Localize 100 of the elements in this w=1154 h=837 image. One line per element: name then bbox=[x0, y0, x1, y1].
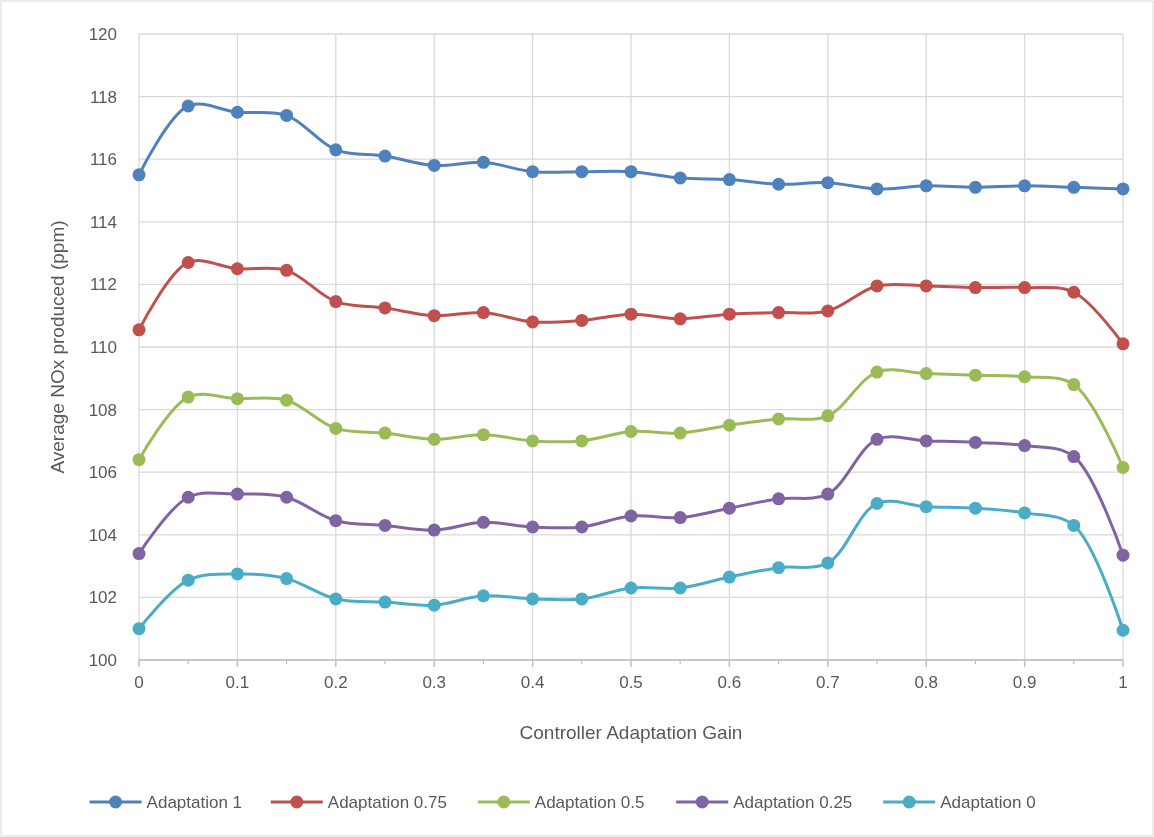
point bbox=[624, 165, 638, 179]
point bbox=[1018, 506, 1032, 520]
point bbox=[1116, 461, 1130, 475]
point bbox=[329, 592, 343, 606]
point bbox=[230, 105, 244, 119]
x-tick-label: 0.2 bbox=[323, 673, 348, 692]
point bbox=[378, 595, 392, 609]
y-axis-title: Average NOx produced (ppm) bbox=[47, 220, 68, 474]
point bbox=[526, 165, 540, 179]
point bbox=[1067, 285, 1081, 299]
point bbox=[624, 425, 638, 439]
point bbox=[821, 304, 835, 318]
point bbox=[1116, 337, 1130, 351]
point bbox=[378, 149, 392, 163]
point bbox=[378, 518, 392, 532]
point bbox=[673, 312, 687, 326]
point bbox=[280, 490, 294, 504]
point bbox=[919, 434, 933, 448]
y-tick-label: 114 bbox=[89, 212, 117, 232]
point bbox=[575, 165, 589, 179]
point bbox=[1018, 370, 1032, 384]
point bbox=[526, 315, 540, 329]
point bbox=[329, 295, 343, 309]
point bbox=[575, 434, 589, 448]
x-tick-label: 0.6 bbox=[717, 673, 742, 692]
x-tick-label: 0.4 bbox=[520, 673, 545, 692]
point bbox=[968, 281, 982, 295]
point bbox=[427, 158, 441, 172]
point bbox=[132, 168, 146, 182]
point bbox=[378, 301, 392, 315]
point bbox=[427, 523, 441, 537]
point bbox=[919, 279, 933, 293]
point bbox=[722, 307, 736, 321]
point bbox=[1067, 180, 1081, 194]
point bbox=[919, 500, 933, 514]
point bbox=[427, 309, 441, 323]
point bbox=[427, 598, 441, 612]
point bbox=[919, 367, 933, 381]
x-tick-label: 0.7 bbox=[815, 673, 840, 692]
point bbox=[1067, 378, 1081, 392]
point bbox=[772, 177, 786, 191]
point bbox=[772, 492, 786, 506]
point bbox=[476, 428, 490, 442]
point bbox=[280, 572, 294, 586]
point bbox=[526, 592, 540, 606]
point bbox=[722, 501, 736, 515]
point bbox=[132, 323, 146, 337]
point bbox=[722, 173, 736, 187]
point bbox=[181, 573, 195, 587]
x-tick-label: 0.1 bbox=[225, 673, 250, 692]
x-tick-label: 0.3 bbox=[422, 673, 447, 692]
point bbox=[722, 570, 736, 584]
point bbox=[476, 155, 490, 169]
y-tick-label: 116 bbox=[89, 150, 117, 170]
point bbox=[378, 426, 392, 440]
point bbox=[181, 255, 195, 269]
point bbox=[673, 426, 687, 440]
point bbox=[427, 432, 441, 446]
point bbox=[575, 592, 589, 606]
point bbox=[870, 182, 884, 196]
point bbox=[280, 263, 294, 277]
point bbox=[1018, 179, 1032, 193]
x-tick-label: 0.5 bbox=[619, 673, 643, 692]
point bbox=[181, 99, 195, 113]
x-tick-label: 0 bbox=[134, 673, 144, 692]
legend-label: Adaptation 0.75 bbox=[327, 792, 447, 812]
point bbox=[575, 313, 589, 327]
point bbox=[870, 365, 884, 379]
y-tick-label: 120 bbox=[88, 24, 117, 44]
x-tick-label: 1 bbox=[1118, 673, 1128, 692]
point bbox=[870, 432, 884, 446]
point bbox=[624, 307, 638, 321]
x-tick-label: 0.8 bbox=[914, 673, 939, 692]
point bbox=[821, 487, 835, 501]
y-tick-label: 102 bbox=[88, 588, 117, 608]
point bbox=[230, 487, 244, 501]
point bbox=[575, 520, 589, 534]
point bbox=[673, 581, 687, 595]
point bbox=[624, 581, 638, 595]
point bbox=[968, 180, 982, 194]
point bbox=[132, 622, 146, 636]
point bbox=[526, 520, 540, 534]
point bbox=[476, 515, 490, 529]
point bbox=[230, 262, 244, 276]
point bbox=[1116, 182, 1130, 196]
point bbox=[132, 547, 146, 561]
point bbox=[1067, 450, 1081, 464]
point bbox=[968, 368, 982, 382]
point bbox=[968, 435, 982, 449]
point bbox=[968, 501, 982, 515]
y-tick-label: 110 bbox=[89, 337, 117, 357]
point bbox=[821, 176, 835, 190]
point bbox=[673, 171, 687, 185]
y-tick-label: 108 bbox=[88, 400, 117, 420]
point bbox=[132, 453, 146, 467]
y-tick-label: 100 bbox=[88, 650, 117, 670]
legend-label: Adaptation 0 bbox=[940, 792, 1036, 812]
point bbox=[722, 418, 736, 432]
point bbox=[230, 392, 244, 406]
point bbox=[1116, 548, 1130, 562]
